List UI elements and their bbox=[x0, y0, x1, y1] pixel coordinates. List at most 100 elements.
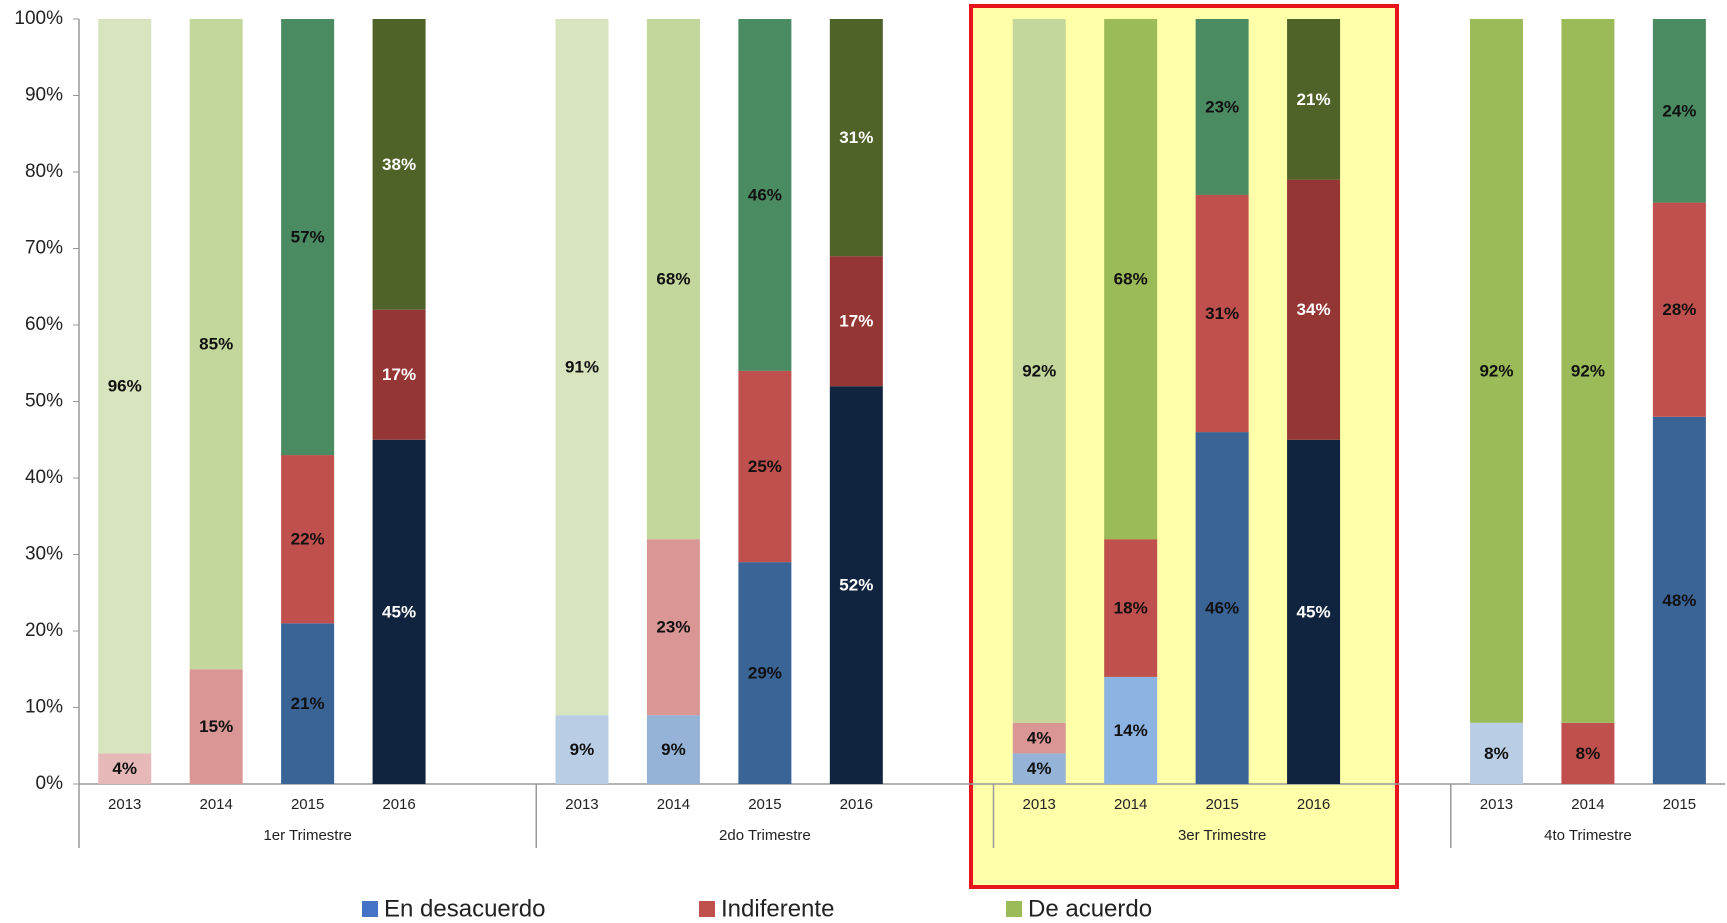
bar-segment bbox=[98, 19, 152, 754]
data-label: 52% bbox=[839, 576, 873, 595]
x-tick-label: 2013 bbox=[1023, 796, 1056, 813]
x-tick-label: 2016 bbox=[840, 796, 873, 813]
data-label: 96% bbox=[108, 377, 142, 396]
bar-segment bbox=[555, 715, 609, 784]
legend-swatch bbox=[699, 901, 715, 917]
data-label: 22% bbox=[291, 530, 325, 549]
y-tick-label: 0% bbox=[36, 773, 64, 794]
data-label: 85% bbox=[199, 335, 233, 354]
data-label: 31% bbox=[839, 128, 873, 147]
group-label: 1er Trimestre bbox=[263, 827, 351, 844]
y-tick-label: 100% bbox=[14, 8, 63, 29]
bar-segment bbox=[1012, 19, 1066, 723]
x-tick-label: 2014 bbox=[1114, 796, 1147, 813]
data-label: 21% bbox=[291, 694, 325, 713]
data-label: 46% bbox=[748, 185, 782, 204]
data-label: 48% bbox=[1662, 591, 1696, 610]
bar-segment bbox=[738, 562, 792, 784]
data-label: 4% bbox=[1027, 759, 1052, 778]
bar-segment bbox=[281, 623, 335, 784]
data-label: 4% bbox=[1027, 729, 1052, 748]
bar-segment bbox=[372, 439, 426, 784]
legend-swatch bbox=[1006, 901, 1022, 917]
x-tick-label: 2015 bbox=[748, 796, 781, 813]
bar-segment bbox=[646, 539, 700, 716]
data-label: 21% bbox=[1297, 90, 1331, 109]
data-label: 8% bbox=[1576, 744, 1601, 763]
data-label: 17% bbox=[839, 312, 873, 331]
data-label: 23% bbox=[1205, 97, 1239, 116]
data-label: 91% bbox=[565, 358, 599, 377]
data-label: 15% bbox=[199, 717, 233, 736]
data-label: 38% bbox=[382, 155, 416, 174]
bar-segment bbox=[1195, 432, 1249, 784]
bar-segment bbox=[829, 256, 883, 387]
bar-segment bbox=[1104, 539, 1158, 677]
x-tick-label: 2015 bbox=[291, 796, 324, 813]
bar-segment bbox=[1469, 722, 1523, 784]
data-label: 92% bbox=[1022, 361, 1056, 380]
data-label: 68% bbox=[1114, 270, 1148, 289]
x-tick-label: 2013 bbox=[565, 796, 598, 813]
bar-segment bbox=[372, 19, 426, 310]
bar-segment bbox=[829, 386, 883, 784]
legend-label: En desacuerdo bbox=[384, 895, 545, 922]
y-tick-label: 20% bbox=[25, 620, 63, 641]
bar-segment bbox=[1195, 19, 1249, 195]
bar-segment bbox=[1012, 753, 1066, 784]
x-tick-label: 2016 bbox=[382, 796, 415, 813]
bar-segment bbox=[1195, 194, 1249, 433]
data-label: 4% bbox=[112, 759, 137, 778]
y-tick-label: 70% bbox=[25, 238, 63, 259]
data-label: 68% bbox=[656, 270, 690, 289]
y-tick-label: 40% bbox=[25, 467, 63, 488]
data-label: 24% bbox=[1662, 101, 1696, 120]
bar-segment bbox=[372, 309, 426, 440]
data-label: 29% bbox=[748, 664, 782, 683]
y-tick-label: 30% bbox=[25, 544, 63, 565]
bar-segment bbox=[1652, 19, 1706, 203]
y-tick-label: 10% bbox=[25, 697, 63, 718]
bar-segment bbox=[1561, 722, 1615, 784]
bar-segment bbox=[1561, 19, 1615, 723]
bar-segment bbox=[555, 19, 609, 716]
data-label: 57% bbox=[291, 228, 325, 247]
bar-segment bbox=[1287, 19, 1341, 180]
data-label: 28% bbox=[1662, 300, 1696, 319]
data-label: 25% bbox=[748, 457, 782, 476]
y-tick-label: 80% bbox=[25, 161, 63, 182]
data-label: 17% bbox=[382, 365, 416, 384]
group-label: 4to Trimestre bbox=[1544, 827, 1632, 844]
y-tick-label: 50% bbox=[25, 391, 63, 412]
y-tick-label: 90% bbox=[25, 85, 63, 106]
x-tick-label: 2015 bbox=[1663, 796, 1696, 813]
bar-segment bbox=[189, 669, 243, 784]
data-label: 23% bbox=[656, 618, 690, 637]
x-tick-label: 2014 bbox=[199, 796, 232, 813]
bar-segment bbox=[281, 19, 335, 456]
y-tick-label: 60% bbox=[25, 314, 63, 335]
bar-segment bbox=[1104, 19, 1158, 540]
bar-segment bbox=[829, 19, 883, 257]
x-tick-label: 2014 bbox=[1571, 796, 1604, 813]
bar-segment bbox=[738, 370, 792, 563]
x-tick-label: 2014 bbox=[657, 796, 690, 813]
group-label: 2do Trimestre bbox=[719, 827, 811, 844]
bar-segment bbox=[646, 715, 700, 784]
bar-segment bbox=[1652, 202, 1706, 417]
bar-segment bbox=[646, 19, 700, 540]
bar-segment bbox=[189, 19, 243, 670]
x-tick-label: 2013 bbox=[1480, 796, 1513, 813]
data-label: 92% bbox=[1571, 361, 1605, 380]
data-label: 45% bbox=[382, 602, 416, 621]
data-label: 14% bbox=[1114, 721, 1148, 740]
legend-label: De acuerdo bbox=[1028, 895, 1152, 922]
legend-label: Indiferente bbox=[721, 895, 834, 922]
bar-segment bbox=[1104, 676, 1158, 784]
data-label: 18% bbox=[1114, 599, 1148, 618]
legend-swatch bbox=[362, 901, 378, 917]
data-label: 34% bbox=[1297, 300, 1331, 319]
data-label: 46% bbox=[1205, 599, 1239, 618]
bar-segment bbox=[1012, 722, 1066, 754]
